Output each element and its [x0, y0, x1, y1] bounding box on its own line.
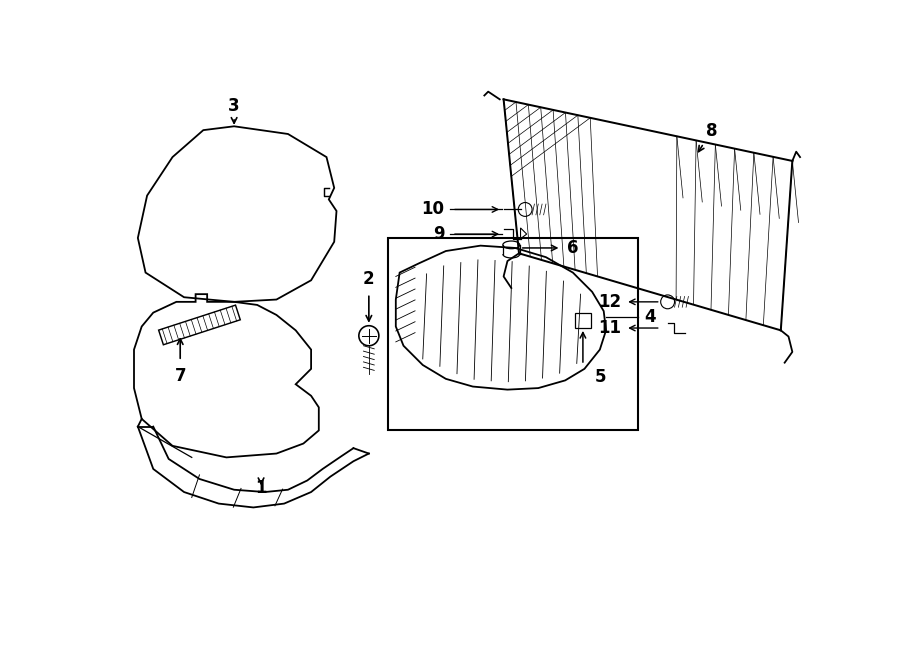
Text: 2: 2 [363, 270, 374, 288]
Bar [575, 313, 590, 328]
Text: 9: 9 [433, 225, 445, 243]
Text: 5: 5 [595, 368, 606, 386]
Bar [388, 238, 638, 430]
Text: 6: 6 [567, 239, 578, 257]
Text: 12: 12 [598, 293, 621, 311]
Text: 8: 8 [706, 122, 717, 140]
Text: 7: 7 [175, 367, 186, 385]
Text: 10: 10 [421, 200, 445, 218]
Bar [158, 305, 240, 345]
Text: 1: 1 [256, 479, 266, 497]
Text: 3: 3 [229, 97, 240, 115]
Text: 4: 4 [644, 308, 656, 327]
Text: 11: 11 [598, 319, 621, 337]
